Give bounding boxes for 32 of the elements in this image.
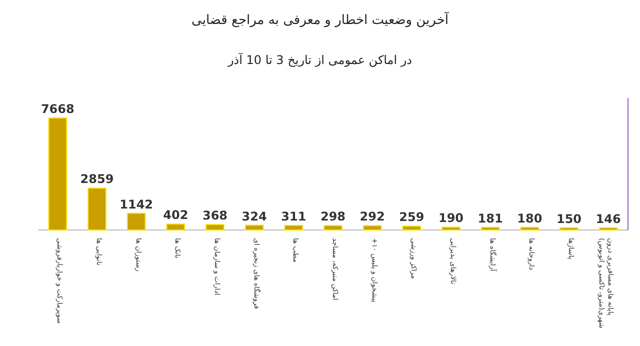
data-label: 7668 [40,102,74,116]
bar [324,225,342,230]
data-label: 2859 [80,172,114,186]
bar [480,226,500,230]
chart-title: آخرین وضعیت اخطار و معرفی به مراجع قضایی [191,11,450,28]
data-label: 368 [202,208,228,223]
data-label: 190 [438,211,464,226]
bar [520,226,540,230]
bar [244,224,264,230]
data-label: 298 [320,210,346,224]
bar [48,118,68,230]
bar [560,227,578,230]
bar [362,225,382,230]
data-label: 311 [281,209,306,224]
data-label: 181 [478,211,503,226]
bar [166,224,186,230]
bar [206,224,224,230]
chart-subtitle: در اماکن عمومی از تاریخ 3 تا 10 آذر [226,52,412,67]
data-label: 1142 [120,197,154,212]
data-label: 146 [596,212,621,226]
bar [402,226,422,230]
data-label: 324 [242,209,267,224]
bar [598,227,618,230]
data-label: 259 [399,210,424,224]
bar [284,224,304,230]
data-label: 180 [517,211,542,226]
bar [88,188,106,230]
data-label: 402 [163,208,188,222]
bar [126,212,146,230]
bar [442,226,460,230]
data-label: 150 [556,212,582,226]
data-label: 292 [360,210,385,224]
